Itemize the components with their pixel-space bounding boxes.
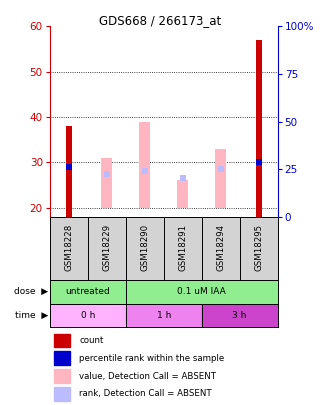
Bar xyxy=(54,352,70,365)
Text: value, Detection Call = ABSENT: value, Detection Call = ABSENT xyxy=(79,371,216,381)
Bar xyxy=(101,158,112,208)
Bar xyxy=(50,303,126,327)
Bar xyxy=(256,40,262,217)
Text: time  ▶: time ▶ xyxy=(15,311,48,320)
Text: GSM18229: GSM18229 xyxy=(102,224,111,271)
Text: 0 h: 0 h xyxy=(81,311,95,320)
Bar xyxy=(139,122,150,208)
Text: untreated: untreated xyxy=(65,288,110,296)
Text: GSM18290: GSM18290 xyxy=(140,224,149,271)
Text: GSM18228: GSM18228 xyxy=(64,224,73,271)
Point xyxy=(66,164,71,170)
Point xyxy=(180,175,185,181)
Text: 3 h: 3 h xyxy=(232,311,247,320)
Bar xyxy=(66,126,72,217)
Point xyxy=(256,159,261,166)
Point xyxy=(142,168,147,175)
Point xyxy=(104,171,109,177)
Text: 1 h: 1 h xyxy=(157,311,171,320)
Bar xyxy=(54,334,70,347)
Bar xyxy=(126,303,202,327)
Text: dose  ▶: dose ▶ xyxy=(14,288,48,296)
Bar xyxy=(54,369,70,383)
Text: GSM18294: GSM18294 xyxy=(216,224,225,271)
Bar xyxy=(178,181,188,208)
Text: 0.1 uM IAA: 0.1 uM IAA xyxy=(177,288,226,296)
Text: GSM18295: GSM18295 xyxy=(254,224,263,271)
Text: rank, Detection Call = ABSENT: rank, Detection Call = ABSENT xyxy=(79,389,212,399)
Text: GDS668 / 266173_at: GDS668 / 266173_at xyxy=(100,14,221,27)
Bar xyxy=(54,387,70,401)
Text: count: count xyxy=(79,336,104,345)
Bar xyxy=(202,303,278,327)
Text: GSM18291: GSM18291 xyxy=(178,224,187,271)
Point xyxy=(218,166,223,173)
Text: percentile rank within the sample: percentile rank within the sample xyxy=(79,354,225,363)
Bar xyxy=(215,149,226,208)
